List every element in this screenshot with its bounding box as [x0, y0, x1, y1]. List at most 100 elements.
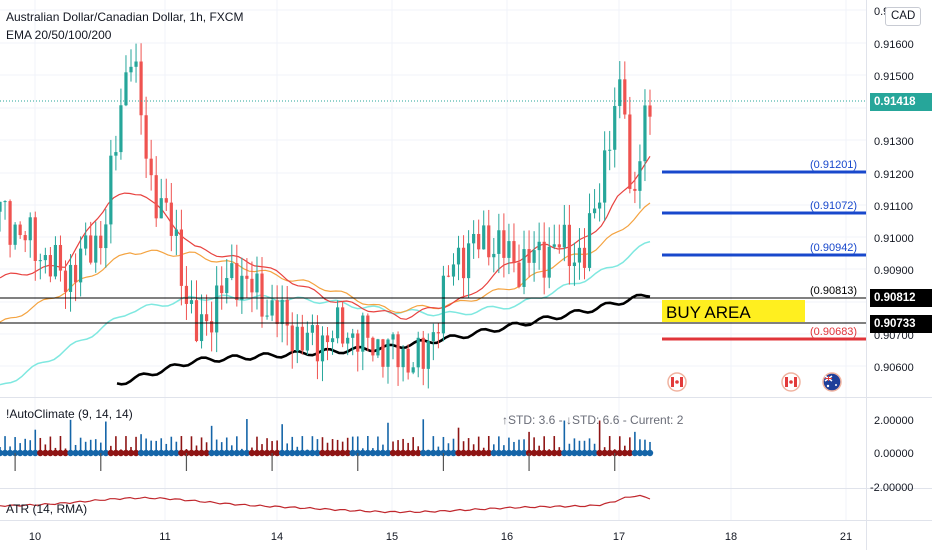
candle-body [547, 246, 551, 278]
candle-body [381, 339, 385, 367]
osc-dot [188, 449, 195, 457]
osc-dot [168, 449, 175, 457]
level-price-tag[interactable]: 0.90812 [870, 289, 932, 307]
buy-area-box[interactable] [662, 300, 805, 322]
osc-dot [299, 449, 306, 457]
candle-body [502, 230, 506, 258]
osc-dot [450, 449, 457, 457]
time-label[interactable]: 14 [271, 531, 283, 543]
chart-title[interactable]: Australian Dollar/Canadian Dollar, 1h, F… [6, 10, 244, 24]
osc-dot [374, 449, 382, 457]
time-label[interactable]: 10 [29, 531, 41, 543]
candle-body [235, 263, 239, 301]
current-price-tag[interactable]: 0.91418 [870, 93, 932, 111]
level-label[interactable]: (0.90813) [810, 285, 857, 297]
candle-body [215, 285, 219, 333]
osc-dot [334, 449, 341, 457]
candle-body [290, 325, 294, 352]
time-axis[interactable]: 10 11 14 15 16 17 18 21 [29, 531, 852, 543]
osc-tick[interactable]: 0.00000 [874, 448, 914, 460]
candle-body [48, 255, 52, 277]
atr-legend[interactable]: ATR (14, RMA) [6, 502, 88, 516]
candle-body [265, 315, 269, 317]
candle-body [285, 299, 289, 326]
candle-body [275, 300, 279, 325]
time-label[interactable]: 15 [386, 531, 398, 543]
osc-dot [520, 449, 528, 457]
ema-legend[interactable]: EMA 20/50/100/200 [6, 28, 112, 42]
price-tick[interactable]: 0.91000 [874, 233, 914, 245]
price-tick[interactable]: 0.90700 [874, 330, 914, 342]
price-tick[interactable]: 0.91100 [874, 201, 913, 213]
price-tick[interactable]: 0.90900 [874, 265, 914, 277]
time-label[interactable]: 16 [501, 531, 513, 543]
candle-body [482, 225, 486, 250]
osc-dot [369, 449, 377, 457]
osc-tick[interactable]: 2.00000 [874, 415, 914, 427]
canada-flag-icon[interactable] [667, 372, 687, 392]
candle-body [225, 278, 229, 294]
australia-flag-icon[interactable] [822, 372, 842, 392]
candle-body [552, 244, 556, 247]
ema50-line [0, 202, 651, 323]
candle-body [356, 333, 360, 352]
autoclimate-legend[interactable]: !AutoClimate (9, 14, 14) [6, 407, 133, 421]
candle-body [477, 233, 481, 250]
candle-body [391, 334, 395, 340]
osc-dot [384, 449, 392, 457]
level-label[interactable]: (0.90942) [810, 242, 857, 254]
level-label[interactable]: (0.90683) [810, 326, 857, 338]
candle-body [441, 275, 446, 334]
currency-button[interactable]: CAD [885, 7, 922, 26]
price-tick[interactable]: 0.91500 [874, 71, 914, 83]
autoclimate-stats[interactable]: ↑STD: 3.6 - ↓STD: 6.6 - Current: 2 [502, 413, 684, 427]
osc-dot [147, 449, 155, 457]
osc-dot [173, 449, 180, 457]
oscillator-axis[interactable]: 2.00000 0.00000 -2.00000 [870, 415, 914, 494]
candle-body [376, 339, 380, 356]
level-price-tag[interactable]: 0.90733 [870, 315, 932, 333]
osc-tick[interactable]: -2.00000 [870, 482, 913, 494]
candle-body [199, 314, 204, 342]
osc-dot [425, 449, 432, 457]
candle-body [416, 337, 420, 368]
candle-body [124, 72, 128, 106]
osc-dot [273, 449, 281, 457]
osc-dot [515, 449, 523, 457]
osc-dot [475, 449, 482, 457]
candle-body [341, 307, 345, 344]
level-label[interactable]: (0.91201) [810, 159, 857, 171]
osc-dot [409, 449, 417, 457]
time-label[interactable]: 17 [613, 531, 625, 543]
osc-dot [153, 449, 160, 457]
buy-area-label[interactable]: BUY AREA [666, 303, 751, 322]
price-tick[interactable]: 0.91600 [874, 39, 914, 51]
osc-dot [289, 449, 296, 457]
canada-flag-icon[interactable] [781, 372, 801, 392]
osc-dot [218, 449, 225, 457]
candle-body [567, 224, 571, 267]
candle-body [411, 367, 415, 373]
candle-body [0, 201, 2, 212]
candle-body [84, 235, 88, 249]
osc-dot [626, 449, 634, 457]
level-label[interactable]: (0.91072) [810, 200, 857, 212]
price-tick[interactable]: 0.90600 [874, 362, 914, 374]
candle-body [603, 150, 607, 203]
candle-body [33, 217, 37, 261]
time-label[interactable]: 11 [159, 531, 170, 543]
candle-body [582, 247, 587, 268]
osc-dot [102, 449, 110, 457]
time-label[interactable]: 18 [725, 531, 737, 543]
time-label[interactable]: 21 [840, 531, 852, 543]
candle-body [245, 275, 249, 279]
osc-dot [379, 449, 387, 457]
price-tick[interactable]: 0.91300 [874, 136, 914, 148]
price-tick[interactable]: 0.91200 [874, 169, 914, 181]
osc-dot [601, 449, 608, 457]
candle-body [210, 321, 214, 333]
candle-body [497, 230, 501, 254]
osc-dot [32, 449, 39, 457]
